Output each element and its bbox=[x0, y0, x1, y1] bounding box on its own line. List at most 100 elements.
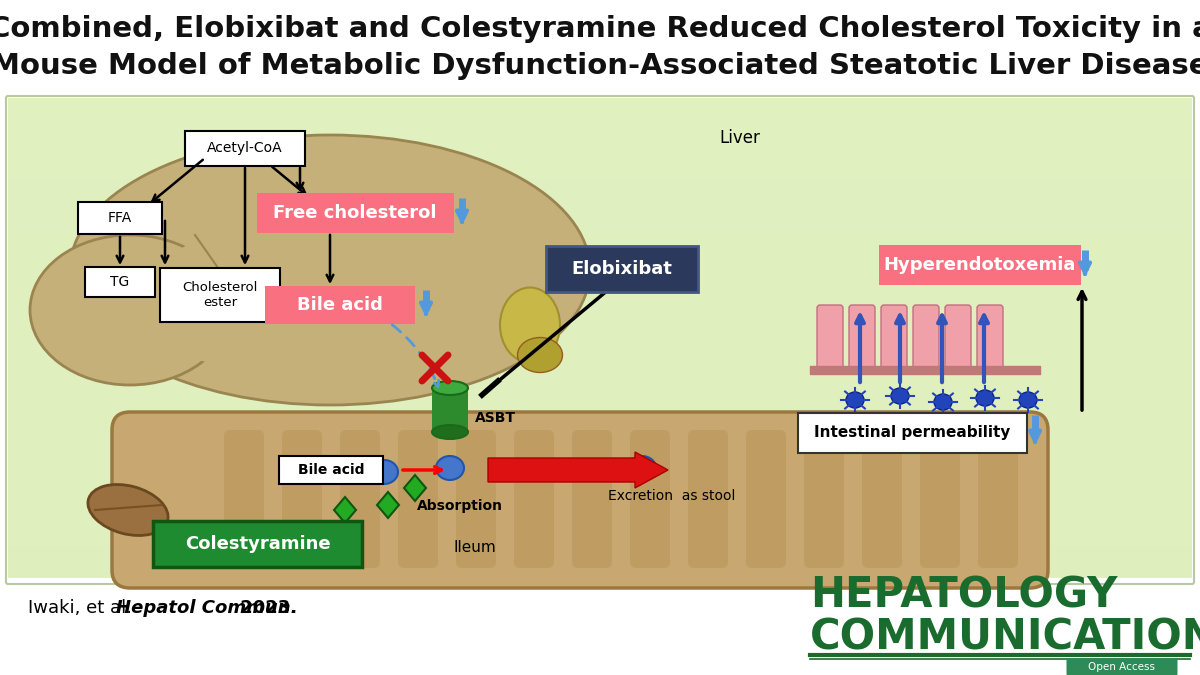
FancyBboxPatch shape bbox=[878, 245, 1081, 285]
Ellipse shape bbox=[890, 388, 910, 404]
FancyBboxPatch shape bbox=[278, 456, 383, 484]
Bar bbox=[8, 194, 1192, 202]
Ellipse shape bbox=[30, 235, 230, 385]
FancyBboxPatch shape bbox=[160, 268, 280, 322]
Bar bbox=[8, 266, 1192, 274]
Bar bbox=[8, 210, 1192, 218]
FancyBboxPatch shape bbox=[881, 305, 907, 369]
Bar bbox=[8, 498, 1192, 506]
Bar bbox=[8, 562, 1192, 570]
Ellipse shape bbox=[846, 392, 864, 408]
FancyBboxPatch shape bbox=[154, 521, 362, 567]
FancyBboxPatch shape bbox=[804, 430, 844, 568]
Bar bbox=[8, 258, 1192, 266]
Bar bbox=[8, 306, 1192, 314]
Text: Elobixibat: Elobixibat bbox=[571, 260, 672, 278]
Polygon shape bbox=[488, 452, 668, 488]
Bar bbox=[8, 522, 1192, 530]
Bar bbox=[8, 290, 1192, 298]
Text: Liver: Liver bbox=[720, 129, 761, 147]
Ellipse shape bbox=[370, 460, 398, 484]
FancyBboxPatch shape bbox=[432, 388, 468, 432]
Ellipse shape bbox=[1019, 392, 1037, 408]
Ellipse shape bbox=[628, 456, 656, 480]
Text: COMMUNICATIONS: COMMUNICATIONS bbox=[810, 617, 1200, 659]
Bar bbox=[8, 298, 1192, 306]
Bar bbox=[8, 226, 1192, 234]
Bar bbox=[8, 170, 1192, 178]
FancyBboxPatch shape bbox=[398, 430, 438, 568]
Bar bbox=[8, 146, 1192, 154]
Text: Excretion  as stool: Excretion as stool bbox=[608, 489, 736, 503]
Bar bbox=[8, 506, 1192, 514]
Bar bbox=[8, 474, 1192, 482]
Bar bbox=[8, 554, 1192, 562]
FancyBboxPatch shape bbox=[265, 286, 415, 324]
Ellipse shape bbox=[934, 394, 952, 410]
Bar bbox=[8, 418, 1192, 426]
Ellipse shape bbox=[432, 425, 468, 439]
Bar bbox=[8, 538, 1192, 546]
Text: Free cholesterol: Free cholesterol bbox=[274, 204, 437, 222]
Text: Ileum: Ileum bbox=[454, 541, 497, 556]
FancyBboxPatch shape bbox=[514, 430, 554, 568]
Bar bbox=[8, 162, 1192, 170]
Text: Bile acid: Bile acid bbox=[298, 463, 365, 477]
FancyBboxPatch shape bbox=[257, 193, 454, 233]
Bar bbox=[8, 490, 1192, 498]
Polygon shape bbox=[334, 497, 356, 523]
Bar bbox=[8, 154, 1192, 162]
Bar bbox=[8, 402, 1192, 410]
Bar bbox=[8, 322, 1192, 330]
Bar bbox=[8, 466, 1192, 474]
Bar bbox=[8, 354, 1192, 362]
Text: Cholesterol
ester: Cholesterol ester bbox=[182, 281, 258, 309]
FancyBboxPatch shape bbox=[978, 430, 1018, 568]
Text: Bile acid: Bile acid bbox=[298, 296, 383, 314]
FancyBboxPatch shape bbox=[977, 305, 1003, 369]
FancyBboxPatch shape bbox=[862, 430, 902, 568]
Bar bbox=[8, 458, 1192, 466]
Polygon shape bbox=[404, 475, 426, 501]
Text: TG: TG bbox=[110, 275, 130, 289]
FancyBboxPatch shape bbox=[630, 430, 670, 568]
Bar bbox=[8, 122, 1192, 130]
Text: HEPATOLOGY: HEPATOLOGY bbox=[810, 574, 1117, 616]
Bar bbox=[8, 570, 1192, 578]
Ellipse shape bbox=[517, 338, 563, 373]
Ellipse shape bbox=[88, 485, 168, 535]
FancyBboxPatch shape bbox=[746, 430, 786, 568]
Text: Iwaki, et al.: Iwaki, et al. bbox=[28, 599, 138, 617]
Bar bbox=[8, 450, 1192, 458]
Bar bbox=[8, 98, 1192, 106]
FancyBboxPatch shape bbox=[112, 412, 1048, 588]
FancyBboxPatch shape bbox=[78, 202, 162, 234]
Bar bbox=[8, 386, 1192, 394]
FancyBboxPatch shape bbox=[185, 130, 305, 165]
Bar bbox=[8, 434, 1192, 442]
Bar bbox=[8, 362, 1192, 370]
Bar bbox=[8, 106, 1192, 114]
Bar bbox=[8, 178, 1192, 186]
Bar bbox=[8, 242, 1192, 250]
Bar bbox=[8, 410, 1192, 418]
Bar bbox=[8, 370, 1192, 378]
Text: Acetyl-CoA: Acetyl-CoA bbox=[208, 141, 283, 155]
FancyBboxPatch shape bbox=[546, 246, 698, 292]
Ellipse shape bbox=[150, 235, 310, 365]
FancyBboxPatch shape bbox=[282, 430, 322, 568]
FancyBboxPatch shape bbox=[572, 430, 612, 568]
Bar bbox=[8, 514, 1192, 522]
Bar bbox=[8, 346, 1192, 354]
FancyBboxPatch shape bbox=[920, 430, 960, 568]
Ellipse shape bbox=[976, 390, 994, 406]
Text: FFA: FFA bbox=[108, 211, 132, 225]
Text: Mouse Model of Metabolic Dysfunction-Associated Steatotic Liver Disease: Mouse Model of Metabolic Dysfunction-Ass… bbox=[0, 52, 1200, 80]
FancyBboxPatch shape bbox=[688, 430, 728, 568]
Text: ASBT: ASBT bbox=[475, 411, 516, 425]
Ellipse shape bbox=[436, 456, 464, 480]
Bar bbox=[8, 114, 1192, 122]
FancyBboxPatch shape bbox=[946, 305, 971, 369]
Text: Colestyramine: Colestyramine bbox=[185, 535, 331, 553]
FancyBboxPatch shape bbox=[85, 267, 155, 297]
